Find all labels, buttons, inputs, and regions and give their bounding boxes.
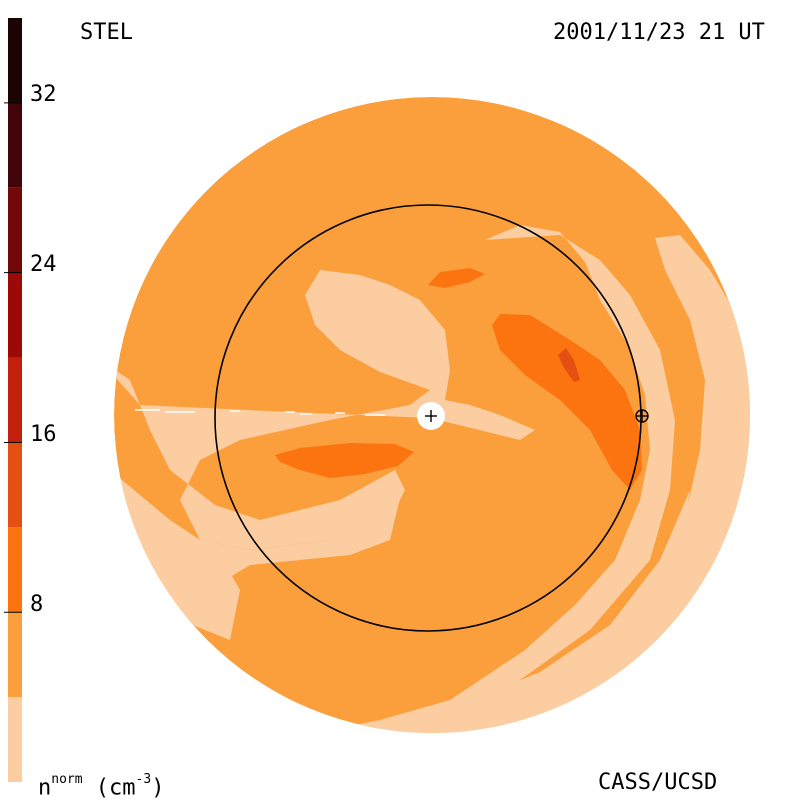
colorbar-tick-label: 16 <box>30 422 57 447</box>
colorbar-segment <box>8 272 22 358</box>
colorbar-tick-label: 32 <box>30 82 57 107</box>
colorbar-segment <box>8 102 22 188</box>
dense-region-upper <box>428 268 485 288</box>
colorbar-segment <box>8 187 22 273</box>
earth-marker <box>635 409 649 423</box>
unit-suffix: (cm <box>82 775 136 800</box>
densest-region <box>558 348 580 382</box>
colorbar-tick-label: 24 <box>30 252 57 277</box>
timestamp-label: 2001/11/23 21 UT <box>553 20 765 45</box>
colorbar-segment <box>8 357 22 443</box>
unit-superscript: norm <box>51 772 83 787</box>
sun-marker <box>417 402 445 430</box>
colorbar-segment <box>8 612 22 698</box>
light-region-east <box>330 225 750 733</box>
colorbar-segment <box>8 18 22 103</box>
light-region-west <box>114 270 535 550</box>
colorbar-segment <box>8 442 22 528</box>
light-region-southwest <box>114 470 402 640</box>
unit-exponent: -3 <box>135 772 152 787</box>
colorbar-segment <box>8 527 22 613</box>
colorbar-unit-label: nnorm (cm-3) <box>38 772 164 799</box>
unit-base: n <box>38 775 52 800</box>
dense-region-east <box>492 314 642 490</box>
credit-label: CASS/UCSD <box>598 770 718 795</box>
colorbar <box>4 18 22 782</box>
colorbar-segment <box>8 697 22 782</box>
instrument-label: STEL <box>80 20 133 45</box>
dense-region-west <box>275 443 414 478</box>
unit-close: ) <box>151 775 165 800</box>
earth-orbit-circle <box>214 204 642 632</box>
colorbar-tick-label: 8 <box>30 592 44 617</box>
light-region-south <box>300 490 690 733</box>
data-gap-dashes <box>135 409 385 416</box>
